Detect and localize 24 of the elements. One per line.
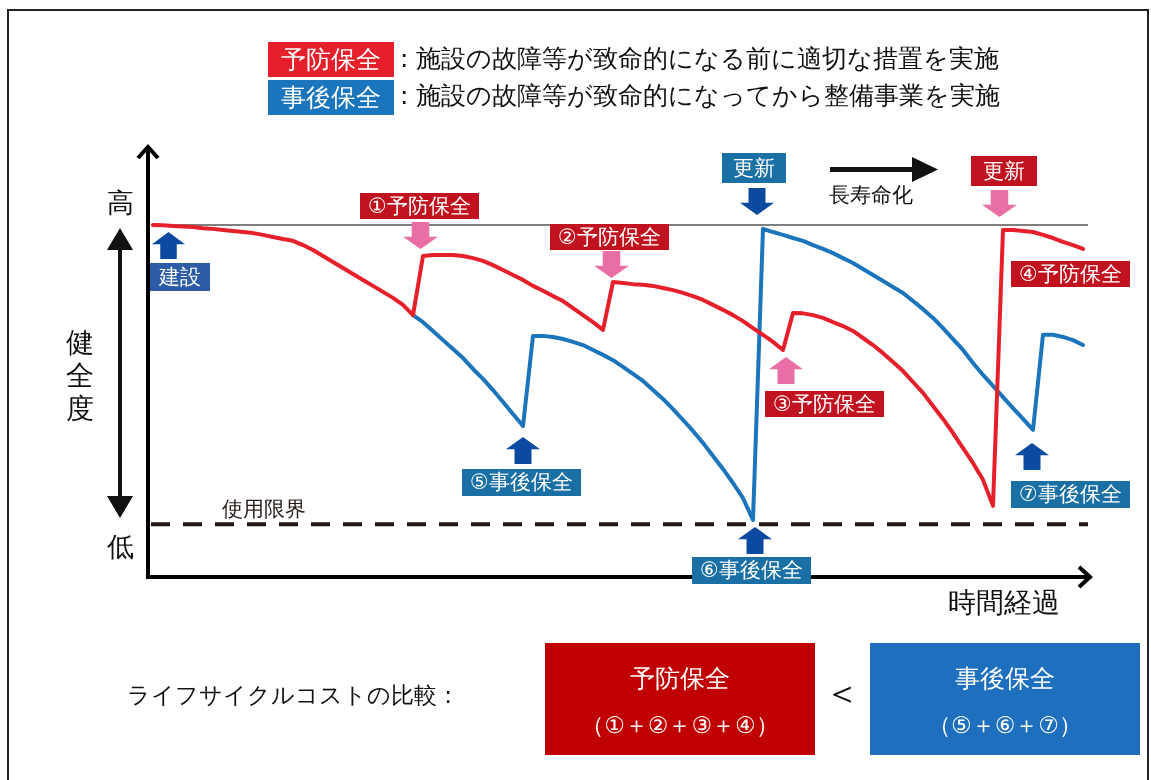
ref-line-label: 使用限界 xyxy=(222,497,306,522)
annotation: ③予防保全 xyxy=(765,391,884,417)
y-axis-title: 健全度 xyxy=(66,326,94,425)
text: 更新 xyxy=(971,156,1037,186)
text: 更新 xyxy=(722,153,786,183)
text: 予防保全 xyxy=(268,42,394,77)
annotation: ⑤事後保全 xyxy=(462,469,581,496)
label-box: 事後保全 （⑤＋⑥＋⑦） xyxy=(870,643,1140,755)
label-box: 予防保全 （①＋②＋③＋④） xyxy=(545,643,815,755)
text: : 施設の故障等が致命的になってから整備事業を実施 xyxy=(400,80,1001,111)
text: 事後保全 xyxy=(268,80,394,115)
annotation: 建設 xyxy=(150,263,210,291)
text: ライフサイクルコストの比較 : xyxy=(127,681,453,710)
annotation: ⑥事後保全 xyxy=(692,557,811,584)
annotation: ⑦事後保全 xyxy=(1011,481,1130,508)
annotation: ④予防保全 xyxy=(1011,261,1130,287)
text: ＜ xyxy=(824,672,860,714)
text: ①予防保全 xyxy=(360,193,479,219)
text: 長寿命化 xyxy=(829,182,913,209)
text: 低 xyxy=(107,530,134,563)
annotation: ②予防保全 xyxy=(550,224,669,250)
text: 高 xyxy=(107,186,134,219)
text: : 施設の故障等が致命的になる前に適切な措置を実施 xyxy=(400,43,1000,74)
x-axis-title: 時間経過 xyxy=(948,586,1060,620)
